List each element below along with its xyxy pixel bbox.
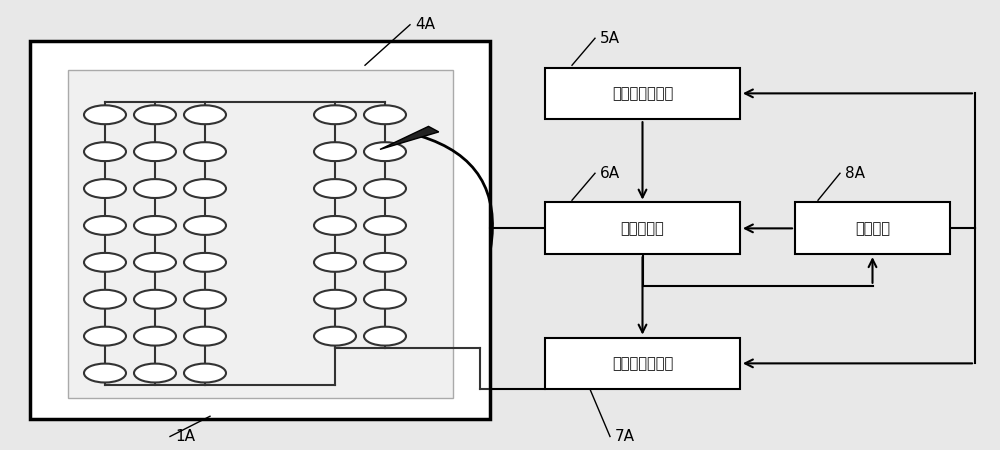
- Bar: [30, 40, 490, 419]
- Bar: [545, 338, 740, 389]
- Circle shape: [134, 216, 176, 235]
- Circle shape: [134, 179, 176, 198]
- Circle shape: [84, 179, 126, 198]
- Circle shape: [184, 142, 226, 161]
- Circle shape: [84, 327, 126, 346]
- Circle shape: [364, 216, 406, 235]
- Text: 8A: 8A: [845, 166, 865, 181]
- Text: 5A: 5A: [600, 31, 620, 46]
- Circle shape: [184, 327, 226, 346]
- Circle shape: [84, 290, 126, 309]
- Text: 显示信号发生器: 显示信号发生器: [612, 356, 673, 371]
- Circle shape: [84, 216, 126, 235]
- Circle shape: [184, 216, 226, 235]
- Circle shape: [364, 253, 406, 272]
- Circle shape: [84, 253, 126, 272]
- Text: 地址信号发生器: 地址信号发生器: [612, 86, 673, 101]
- Text: 1A: 1A: [175, 429, 195, 444]
- Circle shape: [184, 105, 226, 124]
- Circle shape: [314, 142, 356, 161]
- Circle shape: [364, 105, 406, 124]
- Bar: [545, 68, 740, 119]
- Circle shape: [134, 290, 176, 309]
- Circle shape: [84, 142, 126, 161]
- Text: 4A: 4A: [415, 17, 435, 32]
- Circle shape: [184, 253, 226, 272]
- Circle shape: [314, 253, 356, 272]
- Bar: [68, 70, 453, 398]
- Bar: [795, 202, 950, 254]
- Circle shape: [134, 364, 176, 382]
- Circle shape: [184, 364, 226, 382]
- Circle shape: [364, 290, 406, 309]
- Text: 6A: 6A: [600, 166, 620, 181]
- Text: 地址判断器: 地址判断器: [621, 221, 664, 236]
- Circle shape: [314, 216, 356, 235]
- Bar: [545, 202, 740, 254]
- Circle shape: [364, 142, 406, 161]
- Circle shape: [364, 327, 406, 346]
- Circle shape: [134, 105, 176, 124]
- Circle shape: [314, 105, 356, 124]
- Circle shape: [314, 327, 356, 346]
- Text: 主控制器: 主控制器: [855, 221, 890, 236]
- Circle shape: [364, 179, 406, 198]
- Polygon shape: [380, 126, 439, 149]
- Circle shape: [134, 142, 176, 161]
- Circle shape: [134, 327, 176, 346]
- Circle shape: [134, 253, 176, 272]
- Circle shape: [184, 290, 226, 309]
- Circle shape: [314, 179, 356, 198]
- Circle shape: [314, 290, 356, 309]
- Circle shape: [84, 364, 126, 382]
- Circle shape: [184, 179, 226, 198]
- Text: 7A: 7A: [615, 429, 635, 444]
- Circle shape: [84, 105, 126, 124]
